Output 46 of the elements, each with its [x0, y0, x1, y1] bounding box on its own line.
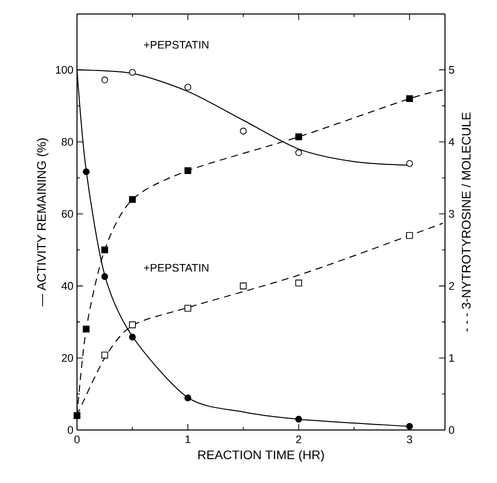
y-tick-label: 0: [68, 426, 74, 434]
point: [82, 326, 90, 333]
point: [101, 352, 108, 358]
point: [295, 149, 302, 156]
y-axis-title: — ACTIVITY REMAINING (%): [36, 138, 48, 306]
point: [406, 423, 413, 430]
y2-axis-title: - - - 3-NYTROTYROSINE / MOLECULE: [461, 112, 471, 332]
y2-tick-label: 0: [448, 426, 454, 434]
point: [184, 304, 192, 312]
point: [129, 334, 136, 340]
point: [129, 196, 136, 203]
y2-tick-label: 3: [448, 210, 454, 218]
point: [406, 232, 413, 239]
point: [82, 168, 90, 176]
point: [184, 167, 192, 174]
point: [101, 246, 108, 254]
point: [184, 84, 192, 90]
y2-tick-label: 2: [449, 282, 454, 290]
x-tick-label: 1: [186, 436, 190, 444]
point: [240, 282, 247, 290]
point: [240, 128, 247, 134]
annotation: +PEPSTATIN: [144, 264, 208, 272]
point: [129, 321, 136, 328]
annotation: +PEPSTATIN: [144, 40, 208, 49]
point: [295, 416, 302, 423]
x-tick-label: 0: [74, 436, 80, 444]
point: [101, 273, 108, 280]
y-tick-label: 20: [62, 354, 74, 362]
x-tick-label: 3: [406, 436, 412, 444]
y2-tick-label: 1: [449, 354, 454, 362]
y2-tick-label: 5: [448, 66, 454, 74]
point: [295, 280, 302, 286]
x-axis-title: REACTION TIME (HR): [198, 450, 324, 462]
x-tick-label: 2: [296, 436, 302, 444]
point: [129, 68, 136, 76]
y-tick-label: 80: [62, 138, 74, 146]
point: [101, 76, 108, 84]
y-tick-label: 40: [62, 282, 74, 290]
point: [74, 412, 80, 419]
point: [406, 95, 413, 102]
y-tick-label: 60: [62, 210, 74, 218]
point: [184, 394, 192, 402]
y-tick-label: 100: [56, 66, 74, 74]
point: [295, 133, 302, 140]
point: [406, 160, 413, 167]
y2-tick-label: 4: [448, 138, 454, 146]
